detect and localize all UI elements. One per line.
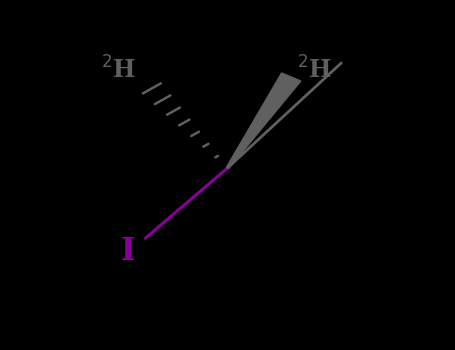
Text: I: I: [120, 237, 135, 267]
Text: $^2$H: $^2$H: [297, 56, 331, 84]
Polygon shape: [226, 73, 301, 168]
Text: $^2$H: $^2$H: [101, 56, 136, 84]
